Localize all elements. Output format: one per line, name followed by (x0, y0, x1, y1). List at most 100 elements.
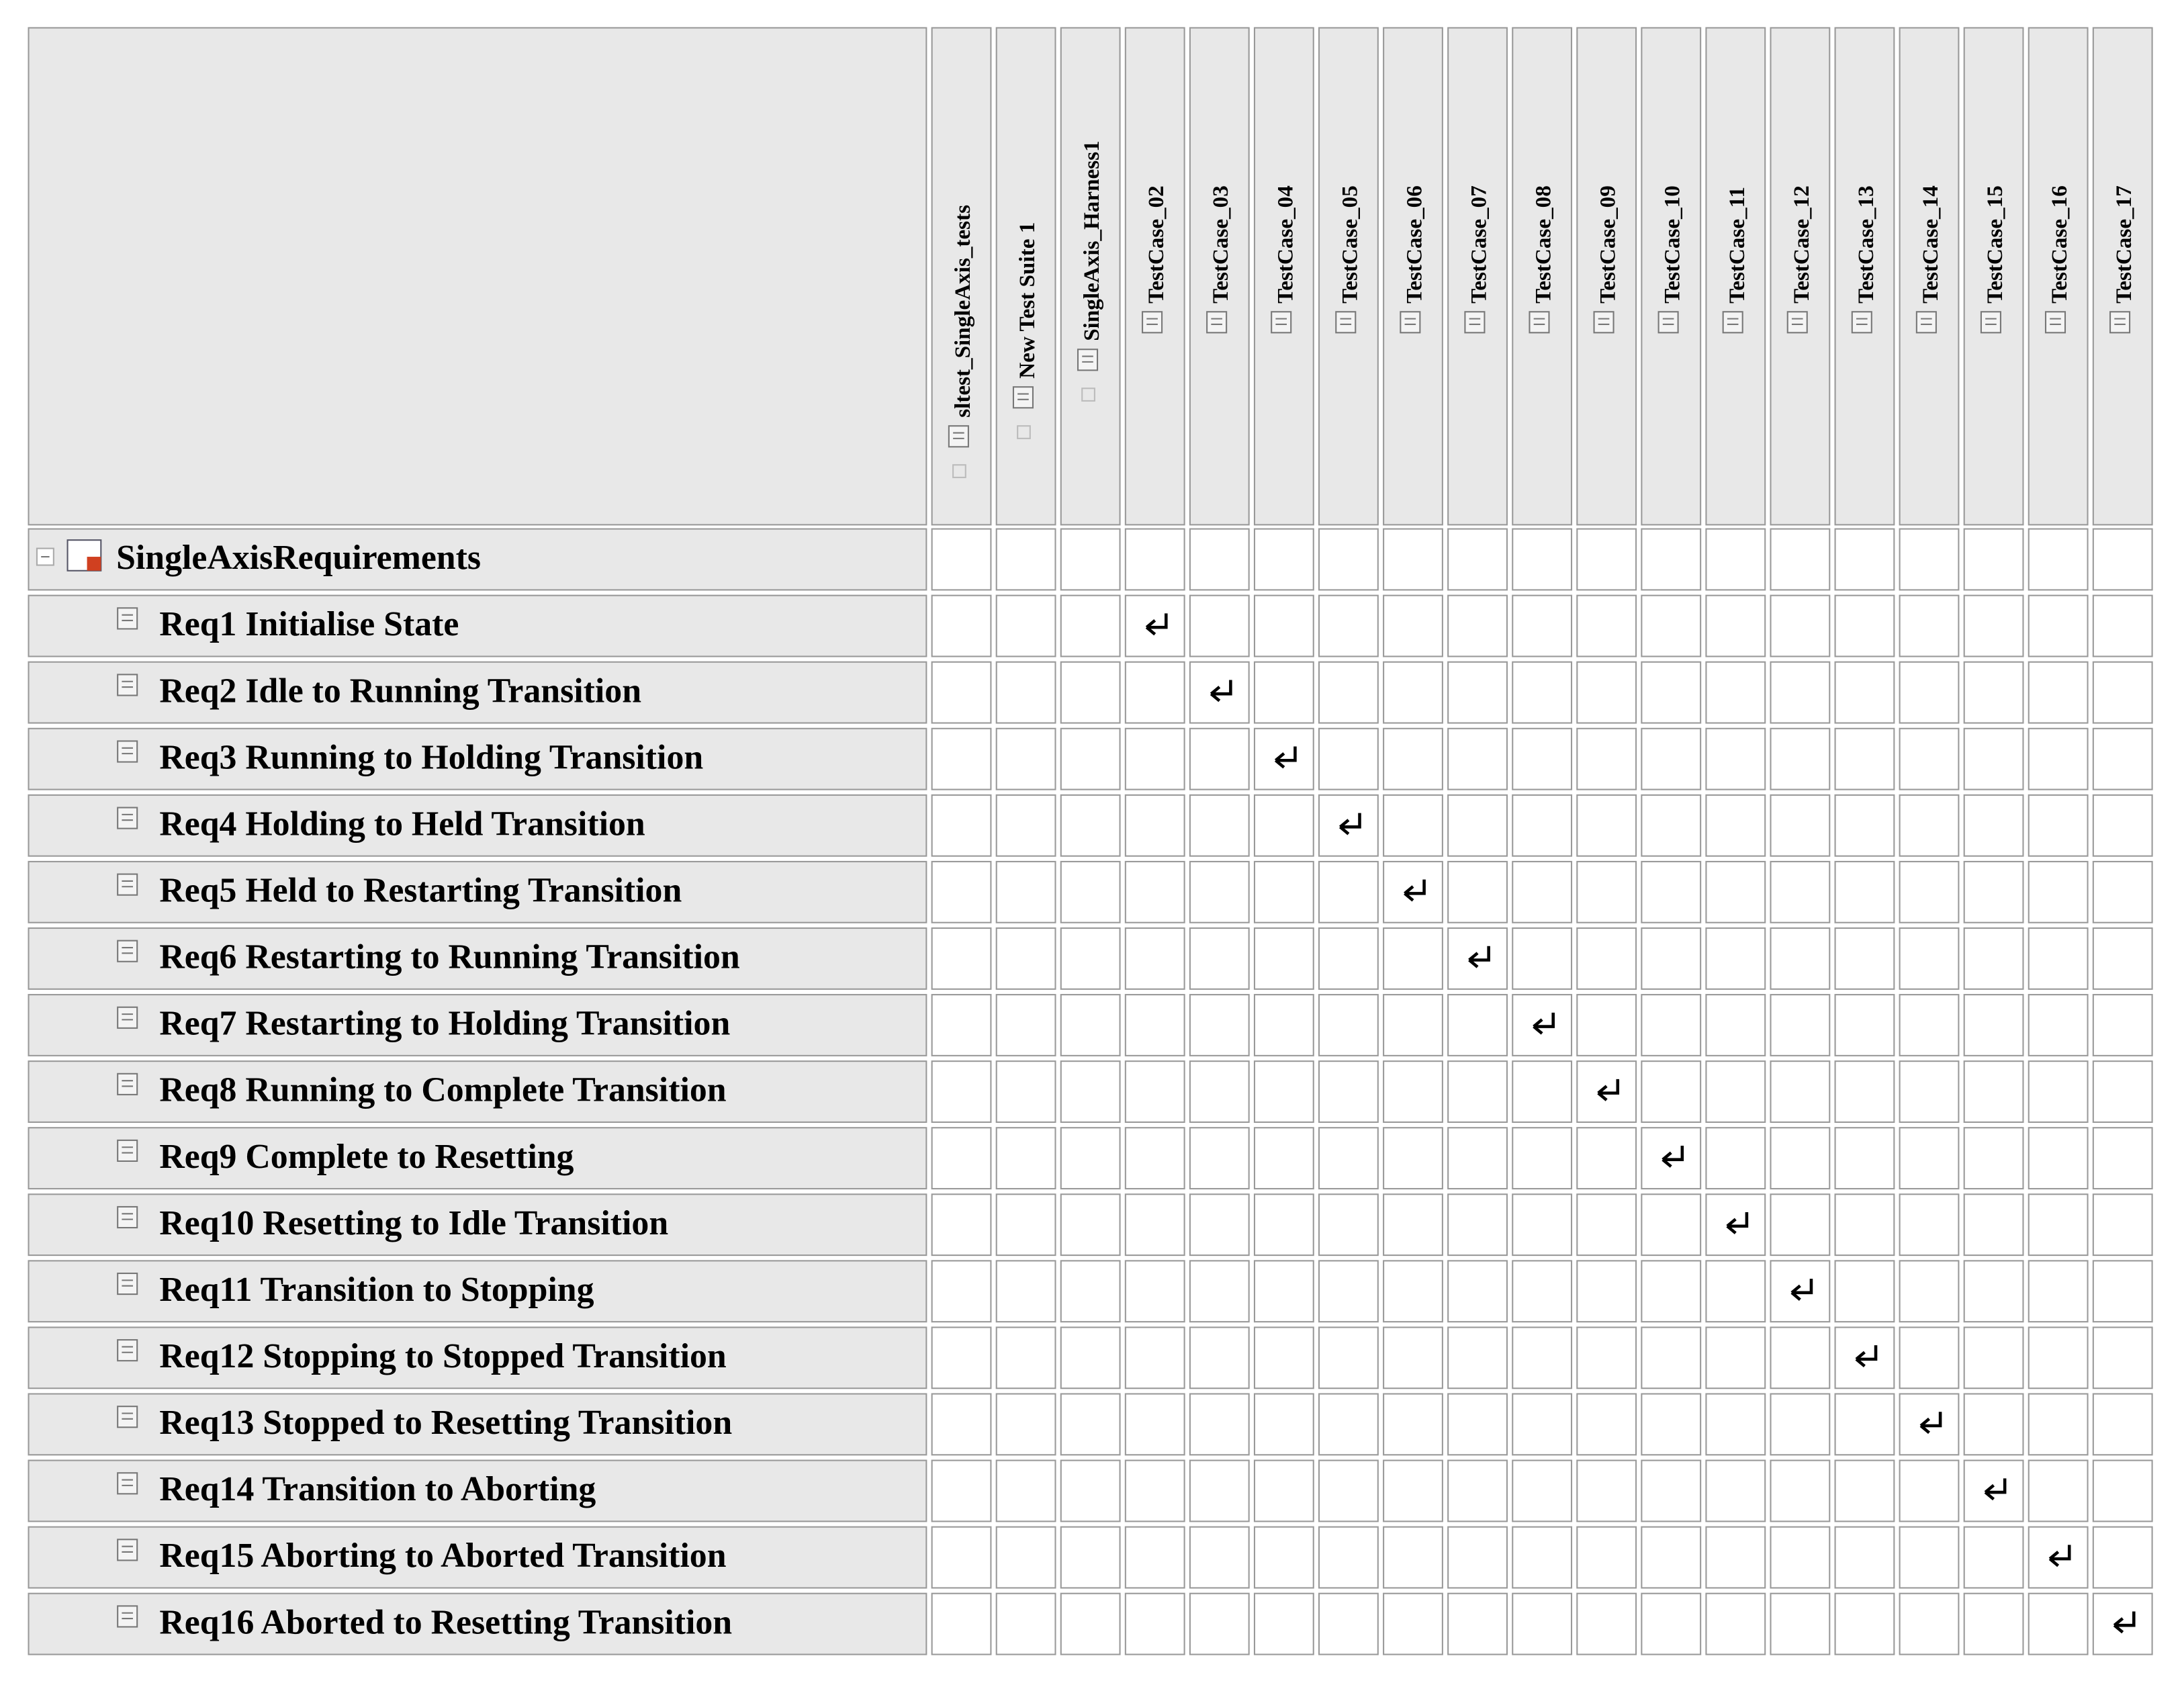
link-marker (1210, 680, 1232, 702)
matrix-cell (1834, 1393, 1895, 1456)
matrix-cell (2092, 1260, 2153, 1323)
matrix-cell (2028, 994, 2089, 1056)
matrix-cell (1383, 1260, 1443, 1323)
requirement-icon (117, 1272, 138, 1295)
matrix-cell (1447, 994, 1508, 1056)
matrix-cell (1060, 994, 1121, 1056)
matrix-cell (1383, 1060, 1443, 1123)
matrix-cell (1383, 994, 1443, 1056)
link-marker (1468, 946, 1490, 968)
matrix-cell (1512, 1459, 1573, 1522)
matrix-cell (1576, 528, 1637, 591)
column-header: TestCase_13 (1854, 185, 1878, 304)
matrix-cell (1834, 860, 1895, 923)
matrix-cell (2028, 1592, 2089, 1655)
matrix-cell (1770, 1060, 1831, 1123)
matrix-cell (1189, 528, 1250, 591)
matrix-cell (995, 860, 1056, 923)
row-header-cell (28, 1459, 927, 1522)
matrix-cell (1576, 1127, 1637, 1190)
matrix-cell (1253, 1127, 1314, 1190)
matrix-cell (1899, 1060, 1960, 1123)
requirement-icon (117, 1006, 138, 1029)
matrix-cell (1899, 661, 1960, 724)
matrix-cell (1641, 1260, 1702, 1323)
column-header: SingleAxis_Harness1 (1079, 140, 1104, 340)
matrix-cell (1705, 661, 1766, 724)
matrix-cell (1253, 1326, 1314, 1389)
matrix-cell (2028, 594, 2089, 657)
matrix-cell (1189, 727, 1250, 790)
matrix-cell (1060, 594, 1121, 657)
matrix-cell (1512, 1060, 1573, 1123)
matrix-cell (1447, 860, 1508, 923)
matrix-cell (1060, 794, 1121, 857)
matrix-cell (1060, 1393, 1121, 1456)
matrix-cell (1318, 1060, 1379, 1123)
matrix-cell (931, 1526, 992, 1589)
matrix-cell (2092, 1526, 2153, 1589)
matrix-cell (1963, 727, 2024, 790)
row-header-cell (28, 727, 927, 790)
column-icon (948, 425, 969, 448)
row-header-cell (28, 1060, 927, 1123)
matrix-cell (1383, 794, 1443, 857)
column-header: TestCase_14 (1918, 185, 1943, 304)
matrix-cell (1447, 1526, 1508, 1589)
matrix-cell (1189, 1060, 1250, 1123)
matrix-cell (1963, 927, 2024, 990)
matrix-cell (931, 1193, 992, 1257)
matrix-cell (1318, 727, 1379, 790)
requirement-icon (117, 1339, 138, 1362)
column-header-cell (1189, 27, 1250, 526)
requirement-label: Req6 Restarting to Running Transition (159, 938, 740, 976)
column-icon (1529, 311, 1550, 334)
requirement-icon (117, 740, 138, 763)
row-header-cell (28, 1393, 927, 1456)
root-label: SingleAxisRequirements (116, 539, 481, 577)
requirement-label: Req4 Holding to Held Transition (159, 805, 645, 843)
matrix-cell (2028, 1193, 2089, 1257)
matrix-cell (1963, 1459, 2024, 1522)
matrix-cell (1834, 1592, 1895, 1655)
matrix-cell (1060, 1326, 1121, 1389)
matrix-cell (1318, 1127, 1379, 1190)
matrix-cell (931, 594, 992, 657)
requirement-icon (117, 1605, 138, 1628)
column-header: TestCase_17 (2111, 185, 2136, 304)
matrix-cell (1963, 794, 2024, 857)
matrix-cell (1576, 794, 1637, 857)
matrix-cell (1641, 1459, 1702, 1522)
matrix-cell (1576, 994, 1637, 1056)
column-header: TestCase_03 (1208, 185, 1233, 304)
column-header: sltest_SingleAxis_tests (950, 205, 975, 418)
matrix-cell (995, 994, 1056, 1056)
matrix-cell (1189, 1592, 1250, 1655)
matrix-cell (1189, 794, 1250, 857)
requirement-icon (117, 940, 138, 962)
link-marker (1274, 746, 1297, 769)
matrix-cell (1899, 1526, 1960, 1589)
requirement-label: Req12 Stopping to Stopped Transition (159, 1337, 727, 1375)
matrix-cell (995, 661, 1056, 724)
column-header-cell (1253, 27, 1314, 526)
matrix-cell (1834, 1459, 1895, 1522)
link-marker (1726, 1212, 1749, 1234)
matrix-cell (1770, 1326, 1831, 1389)
column-icon (1464, 311, 1486, 334)
matrix-cell (2092, 1326, 2153, 1389)
requirement-label: Req16 Aborted to Resetting Transition (159, 1603, 732, 1641)
matrix-cell (1060, 1526, 1121, 1589)
column-icon (1335, 311, 1357, 334)
column-header-cell (1318, 27, 1379, 526)
matrix-cell (1060, 1592, 1121, 1655)
matrix-cell (1641, 1526, 1702, 1589)
matrix-cell (1705, 860, 1766, 923)
requirement-icon (117, 674, 138, 696)
matrix-cell (1060, 1193, 1121, 1257)
matrix-cell (931, 727, 992, 790)
requirement-icon (117, 873, 138, 896)
matrix-cell (1576, 1459, 1637, 1522)
matrix-cell (1770, 1393, 1831, 1456)
matrix-cell (1963, 1260, 2024, 1323)
